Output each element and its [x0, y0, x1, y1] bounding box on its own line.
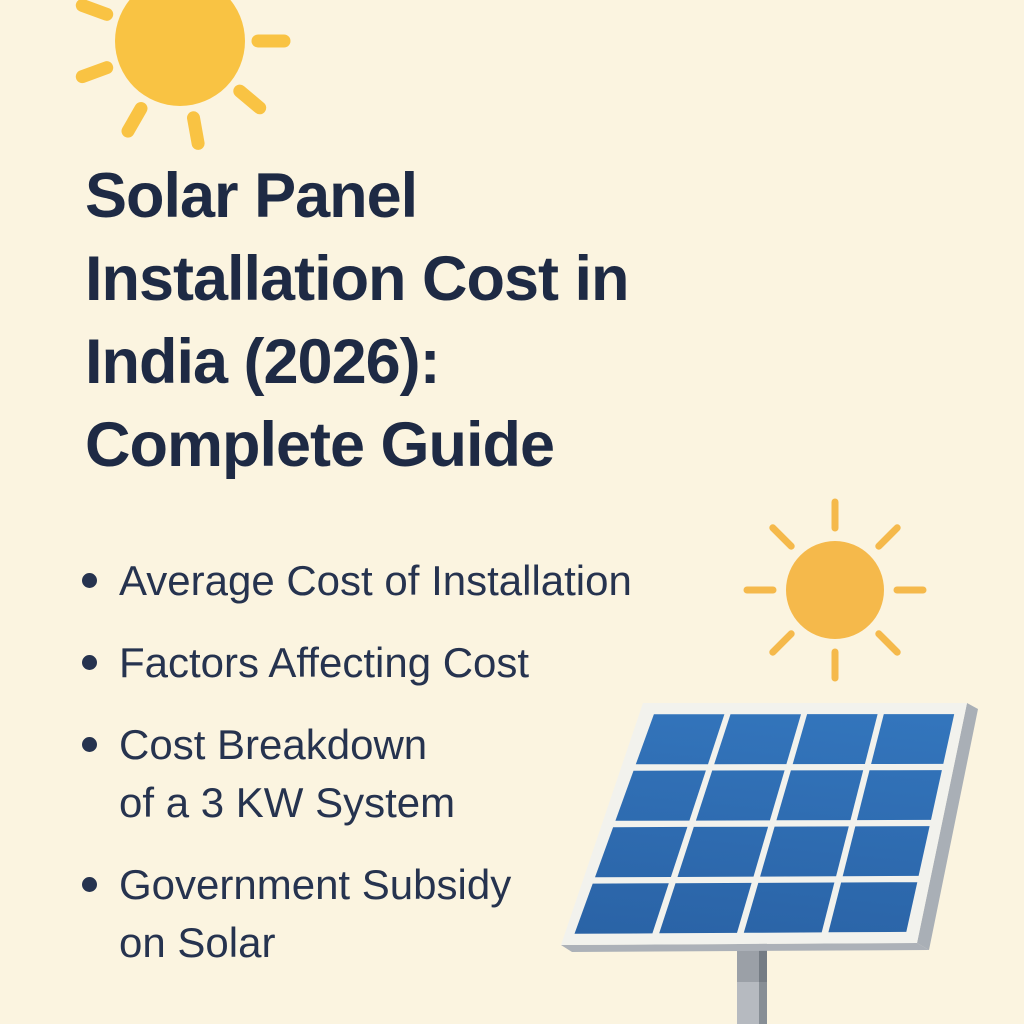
sun-ray: [187, 111, 205, 150]
sun-ray: [121, 102, 148, 138]
sun-rays: [75, 0, 291, 150]
panel-cell: [842, 826, 930, 877]
pole-side: [759, 940, 767, 1024]
pole-shadow: [759, 940, 767, 982]
topics-list: Average Cost of Installation Factors Aff…: [82, 552, 722, 996]
panel-cell: [776, 770, 864, 821]
sun-ray: [75, 0, 114, 21]
panel-cell: [792, 714, 878, 765]
sun-disc: [115, 0, 245, 106]
page-title: Solar Panel Installation Cost in India (…: [85, 155, 845, 487]
bullet-dot: [82, 573, 97, 588]
title-line: Installation Cost in: [85, 244, 630, 314]
bullet-dot: [82, 655, 97, 670]
panel-pole: [737, 940, 767, 1024]
sun-ray: [75, 61, 114, 84]
title-line: Complete Guide: [85, 410, 555, 480]
list-item: Average Cost of Installation: [82, 552, 722, 610]
bullet-dot: [82, 737, 97, 752]
list-item-label: Government Subsidy on Solar: [119, 861, 512, 966]
panel-cell: [760, 826, 849, 877]
sun-icon: [743, 498, 927, 682]
sun-ray: [875, 630, 901, 656]
list-item-label: Factors Affecting Cost: [119, 639, 530, 686]
sun-ray: [769, 630, 795, 656]
pole-face: [737, 940, 759, 1024]
sun-ray: [769, 524, 795, 550]
panel-cell: [828, 882, 918, 933]
sun-ray: [875, 524, 901, 550]
pole-shadow: [737, 940, 759, 982]
panel-cell: [871, 714, 955, 764]
list-item: Factors Affecting Cost: [82, 634, 722, 692]
panel-side-edge: [917, 703, 978, 950]
list-item: Government Subsidy on Solar: [82, 856, 722, 972]
list-item-label: Average Cost of Installation: [119, 557, 632, 604]
title-line: India (2026):: [85, 327, 441, 397]
sun-disc: [786, 541, 884, 639]
list-item: Cost Breakdown of a 3 KW System: [82, 716, 722, 832]
panel-cell: [743, 882, 835, 933]
panel-cell: [856, 770, 942, 821]
sun-ray: [233, 84, 267, 115]
sun-rays: [743, 498, 927, 682]
title-line: Solar Panel: [85, 161, 418, 231]
panel-cell: [714, 714, 801, 765]
list-item-label: Cost Breakdown of a 3 KW System: [119, 721, 456, 826]
bullet-dot: [82, 877, 97, 892]
sun-icon: [75, 0, 291, 150]
